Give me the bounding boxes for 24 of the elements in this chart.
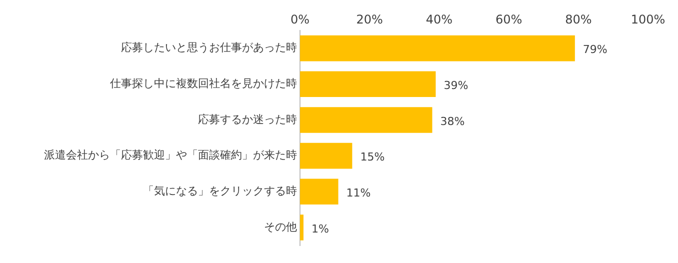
y-tick-label: その他 xyxy=(264,220,297,234)
y-tick-label: 「気になる」をクリックする時 xyxy=(143,184,297,198)
y-tick-label: 仕事探し中に複数回社名を見かけた時 xyxy=(110,77,297,90)
data-label: 1% xyxy=(311,222,329,236)
data-label: 11% xyxy=(346,186,371,200)
bar xyxy=(300,178,338,205)
data-label: 15% xyxy=(360,150,385,164)
data-label: 79% xyxy=(582,43,608,56)
data-label: 39% xyxy=(444,79,468,92)
bar xyxy=(300,71,436,98)
x-tick-label: 60% xyxy=(495,12,522,26)
y-tick-label: 応募したいと思うお仕事があった時 xyxy=(121,41,297,54)
bar xyxy=(300,214,304,240)
y-tick-label: 応募するか迷った時 xyxy=(198,112,297,126)
data-label: 38% xyxy=(440,114,465,128)
bar xyxy=(300,142,352,169)
x-tick-label: 80% xyxy=(565,12,592,26)
bar xyxy=(300,35,575,62)
y-tick-label: 派遣会社から「応募歓迎」や「面談確約」が来た時 xyxy=(44,148,297,162)
x-tick-label: 20% xyxy=(356,12,383,26)
x-tick-label: 0% xyxy=(290,12,310,26)
x-tick-label: 100% xyxy=(630,12,666,26)
bar xyxy=(300,107,432,133)
x-tick-label: 40% xyxy=(426,12,453,26)
